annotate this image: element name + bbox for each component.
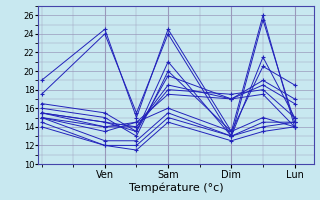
- X-axis label: Température (°c): Température (°c): [129, 182, 223, 193]
